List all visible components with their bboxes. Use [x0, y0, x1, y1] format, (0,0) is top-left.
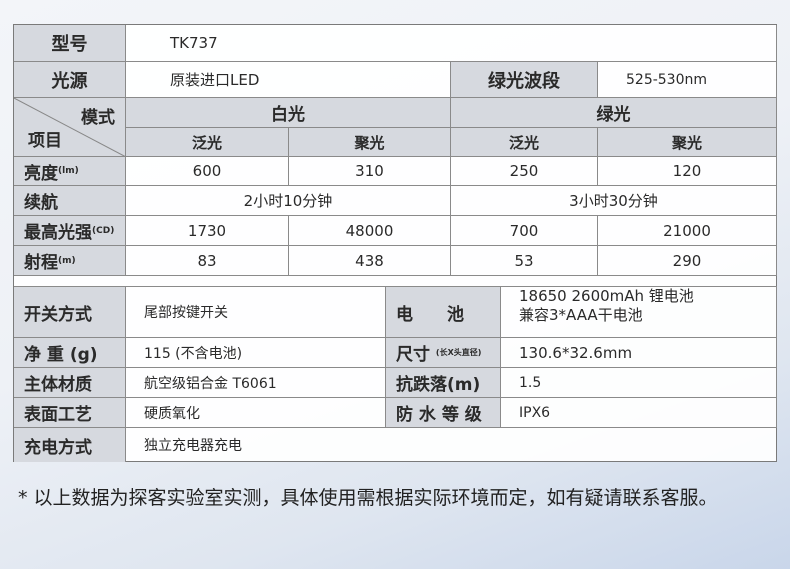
light-source-value: 原装进口LED	[126, 62, 451, 98]
charging-label: 充电方式	[14, 428, 126, 462]
runtime-green: 3小时30分钟	[451, 186, 777, 216]
waterproof-value: IPX6	[501, 398, 777, 428]
intensity-white-spot: 48000	[289, 216, 451, 246]
footnote: * 以上数据为探客实验室实测，具体使用需根据实际环境而定，如有疑请联系客服。	[18, 487, 718, 509]
range-green-spot: 290	[598, 246, 777, 276]
green-band-value: 525-530nm	[598, 62, 777, 98]
drop-value: 1.5	[501, 368, 777, 398]
item-label: 项目	[28, 131, 62, 151]
brightness-green-flood: 250	[451, 157, 598, 186]
size-label: 尺寸 (长X头直径)	[386, 338, 501, 368]
white-flood-header: 泛光	[126, 128, 289, 157]
weight-label: 净 重 (g)	[14, 338, 126, 368]
spec-table: 型号 TK737 光源 原装进口LED 绿光波段 525-530nm 模式 项目…	[13, 24, 777, 462]
battery-label: 电 池	[386, 287, 501, 338]
model-value: TK737	[126, 25, 777, 62]
white-light-header: 白光	[126, 98, 451, 128]
surface-label: 表面工艺	[14, 398, 126, 428]
charging-value: 独立充电器充电	[144, 438, 242, 454]
intensity-label: 最高光强 (CD)	[14, 216, 126, 246]
range-green-flood: 53	[451, 246, 598, 276]
range-label: 射程 (m)	[14, 246, 126, 276]
intensity-white-flood: 1730	[126, 216, 289, 246]
switch-label: 开关方式	[14, 287, 126, 338]
green-spot-header: 聚光	[598, 128, 777, 157]
intensity-green-flood: 700	[451, 216, 598, 246]
green-light-header: 绿光	[451, 98, 777, 128]
material-label: 主体材质	[14, 368, 126, 398]
mode-item-header: 模式 项目	[14, 98, 126, 157]
drop-label: 抗跌落(m)	[386, 368, 501, 398]
switch-value: 尾部按键开关	[126, 287, 386, 338]
section-divider	[14, 276, 777, 287]
size-value: 130.6*32.6mm	[501, 338, 777, 368]
material-value: 航空级铝合金 T6061	[126, 368, 386, 398]
brightness-white-spot: 310	[289, 157, 451, 186]
green-flood-header: 泛光	[451, 128, 598, 157]
brightness-white-flood: 600	[126, 157, 289, 186]
runtime-label: 续航	[14, 186, 126, 216]
range-white-spot: 438	[289, 246, 451, 276]
brightness-label: 亮度 (lm)	[14, 157, 126, 186]
white-spot-header: 聚光	[289, 128, 451, 157]
surface-value: 硬质氧化	[126, 398, 386, 428]
brightness-green-spot: 120	[598, 157, 777, 186]
model-label: 型号	[14, 25, 126, 62]
range-white-flood: 83	[126, 246, 289, 276]
battery-value: 18650 2600mAh 锂电池 兼容3*AAA干电池	[501, 287, 777, 338]
intensity-green-spot: 21000	[598, 216, 777, 246]
green-band-label: 绿光波段	[451, 62, 598, 98]
weight-value: 115 (不含电池)	[126, 338, 386, 368]
light-source-label: 光源	[14, 62, 126, 98]
runtime-white: 2小时10分钟	[126, 186, 451, 216]
mode-label: 模式	[81, 108, 115, 128]
waterproof-label: 防 水 等 级	[386, 398, 501, 428]
